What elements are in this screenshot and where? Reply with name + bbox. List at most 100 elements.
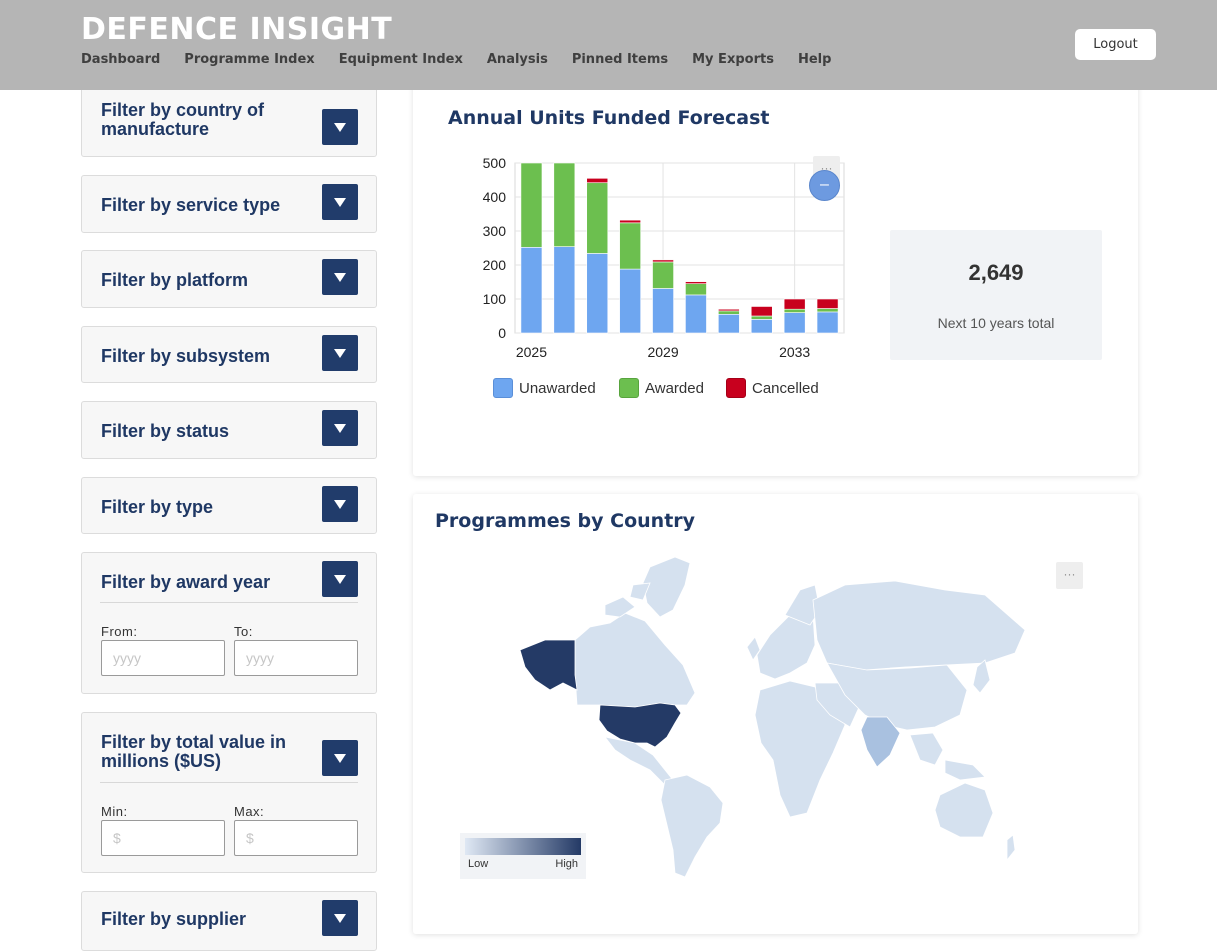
forecast-title: Annual Units Funded Forecast: [448, 107, 770, 129]
filter-platform-toggle[interactable]: [322, 259, 358, 295]
bar-unawarded-2025[interactable]: [520, 247, 543, 334]
map-title: Programmes by Country: [435, 510, 696, 532]
bar-awarded-2028[interactable]: [619, 222, 641, 270]
bar-unawarded-2026[interactable]: [553, 246, 576, 334]
map-region-russia[interactable]: [812, 580, 1026, 671]
reset-zoom-button[interactable]: –: [809, 170, 840, 201]
bar-awarded-2025[interactable]: [520, 162, 543, 248]
brand-logo[interactable]: DEFENCE INSIGHT: [81, 12, 393, 47]
logout-button[interactable]: Logout: [1075, 29, 1156, 60]
y-tick-label: 0: [498, 325, 506, 341]
x-tick-label: 2025: [516, 344, 547, 360]
filter-status-title: Filter by status: [101, 421, 230, 441]
legend-label-cancelled: Cancelled: [752, 379, 819, 397]
bar-awarded-2029[interactable]: [652, 261, 674, 289]
map-region-asia[interactable]: [826, 662, 968, 731]
nav-programme-index[interactable]: Programme Index: [184, 52, 315, 67]
bar-cancelled-2033[interactable]: [783, 298, 806, 310]
map-region-australia[interactable]: [934, 782, 994, 838]
bar-awarded-2030[interactable]: [685, 283, 707, 296]
legend-unawarded[interactable]: Unawarded: [493, 378, 596, 398]
filter-divider: [100, 602, 358, 603]
y-tick-label: 500: [483, 155, 507, 171]
bar-unawarded-2027[interactable]: [586, 253, 609, 334]
bar-unawarded-2028[interactable]: [619, 268, 641, 334]
filter-award-year-toggle[interactable]: [322, 561, 358, 597]
bar-cancelled-2030[interactable]: [685, 281, 707, 285]
filter-platform-title: Filter by platform: [101, 270, 249, 290]
bar-cancelled-2029[interactable]: [652, 259, 674, 263]
world-map[interactable]: [515, 555, 1035, 880]
bar-unawarded-2032[interactable]: [750, 319, 773, 334]
map-region-mexico[interactable]: [604, 736, 674, 786]
filter-divider: [100, 782, 358, 783]
nav-equipment-index[interactable]: Equipment Index: [338, 52, 463, 67]
bar-awarded-2033[interactable]: [783, 308, 806, 313]
y-tick-label: 200: [483, 257, 507, 273]
heat-legend: Low High: [460, 833, 586, 879]
bar-unawarded-2030[interactable]: [685, 294, 707, 334]
filter-total-value-title: Filter by total value in millions ($US): [101, 732, 287, 771]
map-region-usa[interactable]: [598, 702, 682, 748]
total-label: Next 10 years total: [937, 315, 1055, 331]
map-region-south-america[interactable]: [660, 774, 724, 878]
x-tick-label: 2033: [779, 344, 810, 360]
bar-awarded-2031[interactable]: [718, 310, 740, 315]
legend-swatch-unawarded: [493, 378, 513, 398]
legend-cancelled[interactable]: Cancelled: [726, 378, 819, 398]
map-region-europe[interactable]: [756, 614, 816, 680]
filter-subsystem-toggle[interactable]: [322, 335, 358, 371]
heat-legend-low: Low: [468, 858, 489, 870]
filter-status-toggle[interactable]: [322, 410, 358, 446]
bar-cancelled-2031[interactable]: [718, 308, 740, 312]
bar-unawarded-2031[interactable]: [718, 314, 740, 334]
bar-cancelled-2027[interactable]: [586, 177, 609, 184]
filter-supplier-toggle[interactable]: [322, 900, 358, 936]
bar-cancelled-2032[interactable]: [750, 306, 773, 317]
total-value-min-input[interactable]: [101, 820, 225, 856]
map-region-alaska[interactable]: [519, 639, 578, 691]
filter-total-value-toggle[interactable]: [322, 740, 358, 776]
award-year-to-label: To:: [234, 624, 253, 639]
map-region-japan[interactable]: [972, 659, 991, 694]
nav-analysis[interactable]: Analysis: [486, 52, 548, 67]
award-year-from-input[interactable]: [101, 640, 225, 676]
award-year-to-input[interactable]: [234, 640, 358, 676]
bar-awarded-2026[interactable]: [553, 162, 576, 247]
legend-swatch-awarded: [619, 378, 639, 398]
total-summary-box: 2,649 Next 10 years total: [890, 230, 1102, 360]
filter-country-toggle[interactable]: [322, 109, 358, 145]
y-tick-label: 100: [483, 291, 507, 307]
filter-country-title: Filter by country of manufacture: [101, 100, 265, 139]
map-region-india[interactable]: [860, 716, 901, 768]
bar-cancelled-2028[interactable]: [619, 219, 641, 224]
total-value-max-label: Max:: [234, 804, 265, 819]
y-tick-label: 400: [483, 189, 507, 205]
bar-unawarded-2034[interactable]: [816, 311, 839, 334]
bar-unawarded-2033[interactable]: [783, 312, 806, 334]
heat-gradient-bar: [465, 838, 581, 855]
bar-awarded-2027[interactable]: [586, 182, 609, 254]
total-value-max-input[interactable]: [234, 820, 358, 856]
map-region-greenland[interactable]: [642, 556, 691, 618]
nav-help[interactable]: Help: [797, 52, 832, 67]
nav-dashboard[interactable]: Dashboard: [81, 52, 161, 67]
map-region-canada[interactable]: [574, 612, 696, 708]
bar-cancelled-2034[interactable]: [816, 298, 839, 309]
map-region-new-zealand[interactable]: [1006, 834, 1016, 862]
bar-awarded-2032[interactable]: [750, 315, 773, 320]
filter-supplier: Filter by supplier: [81, 891, 377, 951]
nav-pinned-items[interactable]: Pinned Items: [571, 52, 669, 67]
filter-subsystem: Filter by subsystem: [81, 326, 377, 383]
filter-service-type-toggle[interactable]: [322, 184, 358, 220]
legend-swatch-cancelled: [726, 378, 746, 398]
map-region-arctic-islands[interactable]: [604, 582, 651, 618]
map-region-southeast-asia[interactable]: [909, 732, 986, 781]
legend-awarded[interactable]: Awarded: [619, 378, 704, 398]
bar-awarded-2034[interactable]: [816, 308, 839, 313]
filter-type-toggle[interactable]: [322, 486, 358, 522]
map-menu-button[interactable]: ···: [1056, 562, 1083, 589]
nav-my-exports[interactable]: My Exports: [692, 52, 774, 67]
bar-unawarded-2029[interactable]: [652, 288, 674, 334]
map-region-uk[interactable]: [746, 636, 761, 661]
